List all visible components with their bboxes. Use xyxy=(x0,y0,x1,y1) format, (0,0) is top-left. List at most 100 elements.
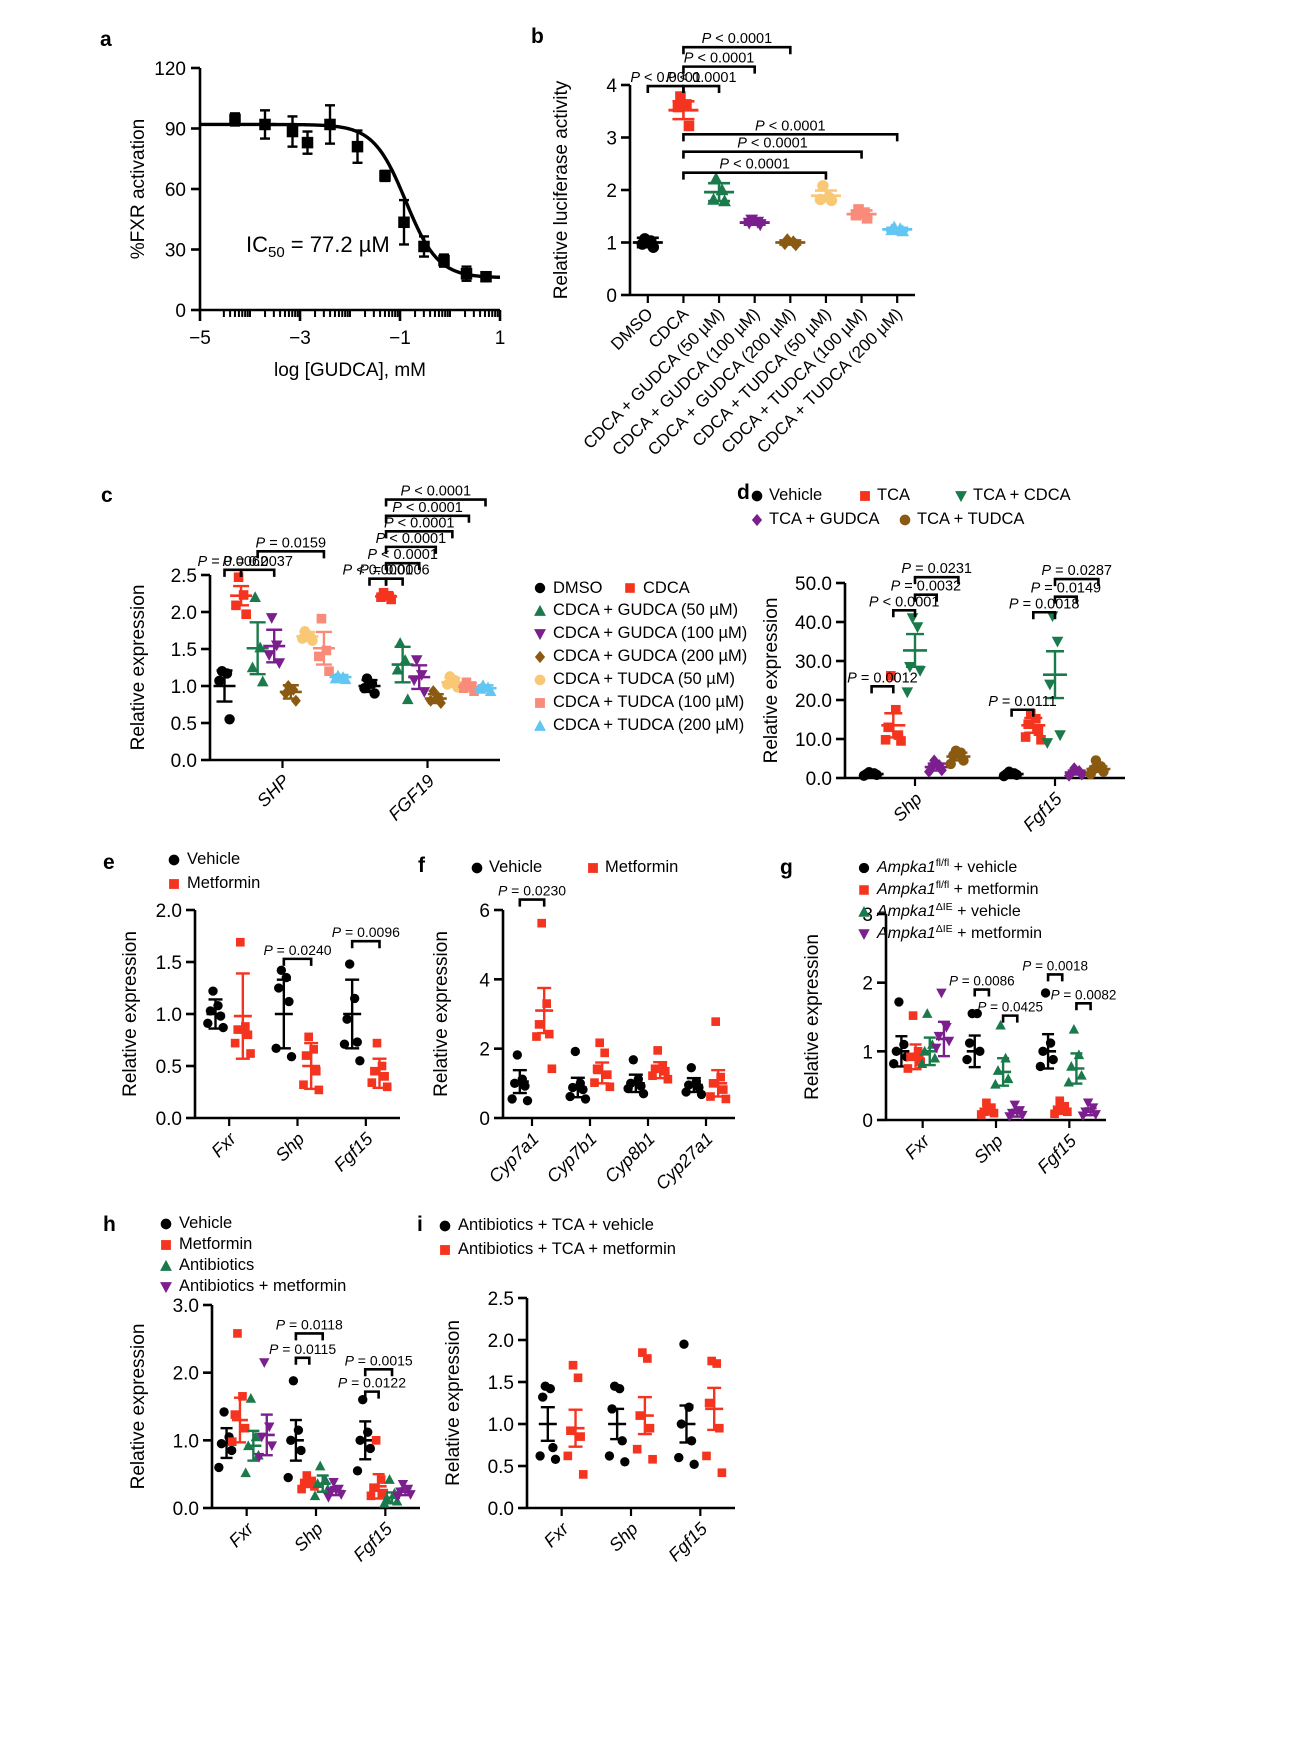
data-point xyxy=(241,1022,250,1031)
x-axis-label-0: Cyp7a1 xyxy=(485,1129,543,1187)
y-tick-label: 1.0 xyxy=(488,1415,514,1436)
data-point xyxy=(919,1045,930,1056)
pvalue-label: P = 0.0006 xyxy=(359,563,430,579)
data-point xyxy=(607,1404,617,1414)
data-point xyxy=(716,1072,725,1082)
data-point xyxy=(1044,679,1056,691)
data-point xyxy=(1041,738,1054,749)
pvalue-bracket: P = 0.0018 xyxy=(1022,958,1088,982)
x-axis-label-text: Cyp7a1 xyxy=(485,1129,543,1187)
data-point xyxy=(474,682,487,694)
pvalue-p: P xyxy=(702,31,712,47)
data-point xyxy=(712,1359,722,1368)
data-point xyxy=(908,1011,918,1020)
data-point xyxy=(339,673,352,685)
pvalue-p: P xyxy=(367,547,377,563)
x-axis-label-text: Fgf15 xyxy=(1019,788,1066,835)
pvalue-rest: = 0.0082 xyxy=(1060,987,1117,1002)
data-point xyxy=(861,213,873,224)
y-tick-label: 2 xyxy=(606,181,617,202)
data-point xyxy=(936,764,947,777)
data-point xyxy=(297,1484,306,1494)
x-axis-label-2: Fgf15 xyxy=(664,1518,711,1565)
legend-label-2: CDCA + GUDCA (200 µM) xyxy=(553,647,747,665)
legend-label-3: Ampka1ΔIE + metformin xyxy=(876,923,1042,942)
data-point xyxy=(214,675,225,687)
data-point xyxy=(721,1094,731,1104)
data-point xyxy=(1076,768,1087,781)
data-point xyxy=(663,1074,673,1084)
data-point xyxy=(1054,730,1066,742)
pvalue-label: P < 0.0001 xyxy=(737,136,808,152)
pvalue-p: P xyxy=(1022,958,1031,973)
data-point xyxy=(1023,719,1033,729)
pvalue-p: P xyxy=(1051,987,1060,1002)
x-axis-label-0: Fxr xyxy=(207,1128,240,1161)
pvalue-label: P = 0.0287 xyxy=(1041,563,1112,579)
data-point xyxy=(975,1046,985,1057)
bracket-path xyxy=(1032,610,1057,620)
data-point xyxy=(512,1050,522,1060)
pvalue-p: P xyxy=(384,515,394,531)
x-axis-label-2: Fgf15 xyxy=(330,1128,377,1175)
data-point xyxy=(904,662,916,673)
y-tick-label: 0.0 xyxy=(488,1499,514,1520)
legend: Antibiotics + TCA + vehicle Antibiotics +… xyxy=(439,1216,676,1258)
x-axis-label-1: Cyp7b1 xyxy=(543,1129,601,1187)
x-axis-label-0: Fxr xyxy=(225,1518,258,1551)
pvalue-rest: = 0.0018 xyxy=(1031,958,1088,973)
data-point xyxy=(903,1064,913,1073)
pvalue-p: P xyxy=(345,1352,355,1368)
legend-marker-0 xyxy=(439,1220,451,1232)
y-tick-label: 0.5 xyxy=(156,1057,182,1078)
y-tick-label: 3.0 xyxy=(173,1296,199,1317)
bracket-path xyxy=(384,577,404,586)
data-point xyxy=(214,1462,224,1473)
pvalue-bracket: P = 0.0015 xyxy=(345,1352,413,1377)
data-point xyxy=(254,641,266,653)
y-tick-label: 0 xyxy=(175,301,186,322)
pvalue-bracket: P = 0.0096 xyxy=(332,924,400,949)
pvalue-bracket: P = 0.0006 xyxy=(359,563,430,586)
legend-label-1: Metformin xyxy=(605,858,678,876)
data-point xyxy=(205,1006,216,1016)
legend-marker-2 xyxy=(534,650,546,664)
pvalue-rest: = 0.0231 xyxy=(911,561,972,577)
data-point xyxy=(648,1454,657,1464)
legend-marker-3 xyxy=(534,674,546,686)
data-point xyxy=(309,1490,321,1501)
y-tick-label: 0 xyxy=(862,1111,873,1132)
pvalue-rest: < 0.0001 xyxy=(640,70,701,86)
data-point xyxy=(369,688,380,699)
data-point xyxy=(889,1059,899,1069)
pvalue-p: P xyxy=(276,1316,286,1332)
pvalue-p: P xyxy=(755,118,765,134)
data-point xyxy=(1098,766,1109,777)
data-point xyxy=(914,665,926,677)
panel-d-chart: 0.0 10.0 20.0 30.0 40.0 50.0 Relative expressi… xyxy=(751,486,1125,835)
data-point xyxy=(568,1360,578,1370)
data-point xyxy=(271,1043,281,1053)
panel-c-chart: 0.0 0.5 1.0 1.5 2.0 2.5 Relative expression SHP… xyxy=(128,484,747,825)
x-axis-label-1: Shp xyxy=(272,1129,309,1166)
data-point xyxy=(858,770,870,781)
data-point xyxy=(264,1422,275,1433)
data-point xyxy=(708,1079,718,1088)
x-axis-label-3: Cyp27a1 xyxy=(652,1129,717,1194)
data-point xyxy=(293,1425,304,1435)
pvalue-bracket: P < 0.0001 xyxy=(384,500,471,523)
panel-letter-a: a xyxy=(100,28,112,51)
pvalue-p: P xyxy=(737,136,747,152)
y-axis-label-text: Relative expression xyxy=(431,931,452,1097)
pvalue-rest: < 0.0001 xyxy=(879,594,940,610)
pvalue-rest: < 0.0001 xyxy=(377,547,438,563)
y-tick-label: 1.0 xyxy=(173,1431,199,1452)
data-point xyxy=(384,1474,395,1484)
data-point xyxy=(933,1031,945,1042)
data-point xyxy=(660,1066,670,1076)
data-point xyxy=(1035,1061,1046,1072)
pvalue-p: P xyxy=(498,883,508,899)
data-point xyxy=(392,1492,403,1502)
pvalue-label: P < 0.0001 xyxy=(384,515,455,531)
pvalue-p: P xyxy=(343,563,353,579)
